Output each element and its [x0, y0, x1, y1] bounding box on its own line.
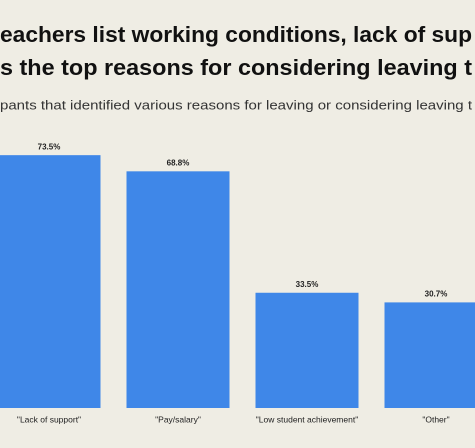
bar: [0, 155, 101, 408]
bar: [255, 292, 359, 408]
chart-title: s the top reasons for considering leavin…: [0, 55, 473, 80]
x-tick-label: "Pay/salary": [155, 414, 201, 424]
value-label: 73.5%: [38, 142, 61, 151]
x-tick-label: "Low student achievement": [256, 414, 358, 424]
value-label: 33.5%: [296, 280, 319, 289]
x-tick-label: "Lack of support": [17, 414, 81, 424]
bar: [126, 171, 230, 408]
bar: [384, 302, 475, 408]
value-label: 30.7%: [425, 290, 448, 299]
chart-subtitle: pants that identified various reasons fo…: [0, 97, 472, 112]
x-tick-label: "Other": [422, 414, 449, 424]
value-label: 68.8%: [167, 158, 190, 167]
chart-title: eachers list working conditions, lack of…: [0, 22, 472, 47]
